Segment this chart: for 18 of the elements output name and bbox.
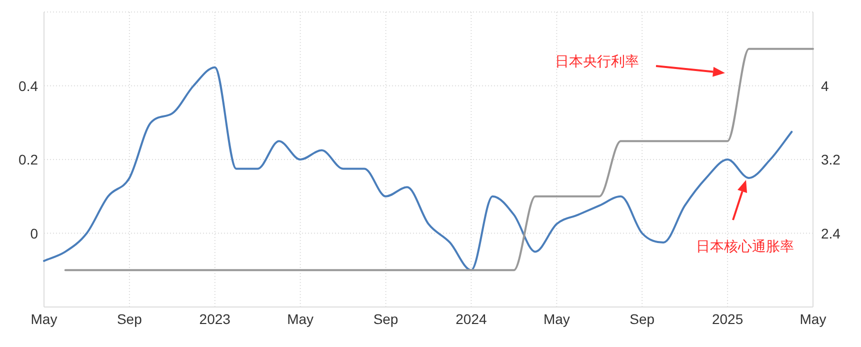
x-tick-label: May bbox=[800, 311, 826, 327]
y2-tick-label: 3.2 bbox=[821, 152, 841, 168]
x-tick-label: May bbox=[30, 311, 58, 327]
y2-tick-label: 4 bbox=[821, 78, 829, 94]
x-tick-label: 2023 bbox=[199, 311, 231, 327]
y-tick-label: 0 bbox=[30, 225, 38, 242]
x-tick-label: Sep bbox=[373, 311, 398, 327]
y2-tick-label: 2.4 bbox=[821, 225, 841, 242]
x-tick-label: 2024 bbox=[456, 311, 488, 327]
y-tick-label: 0.2 bbox=[18, 152, 38, 168]
annotation: 日本核心通胀率 bbox=[696, 238, 794, 254]
x-tick-label: 2025 bbox=[712, 311, 744, 327]
x-tick-label: Sep bbox=[116, 311, 142, 327]
x-tick-label: May bbox=[287, 311, 314, 327]
x-tick-label: May bbox=[543, 311, 570, 327]
annotation: 日本央行利率 bbox=[555, 53, 639, 69]
x-tick-label: Sep bbox=[630, 311, 655, 327]
y-tick-label: 0.4 bbox=[18, 78, 38, 94]
